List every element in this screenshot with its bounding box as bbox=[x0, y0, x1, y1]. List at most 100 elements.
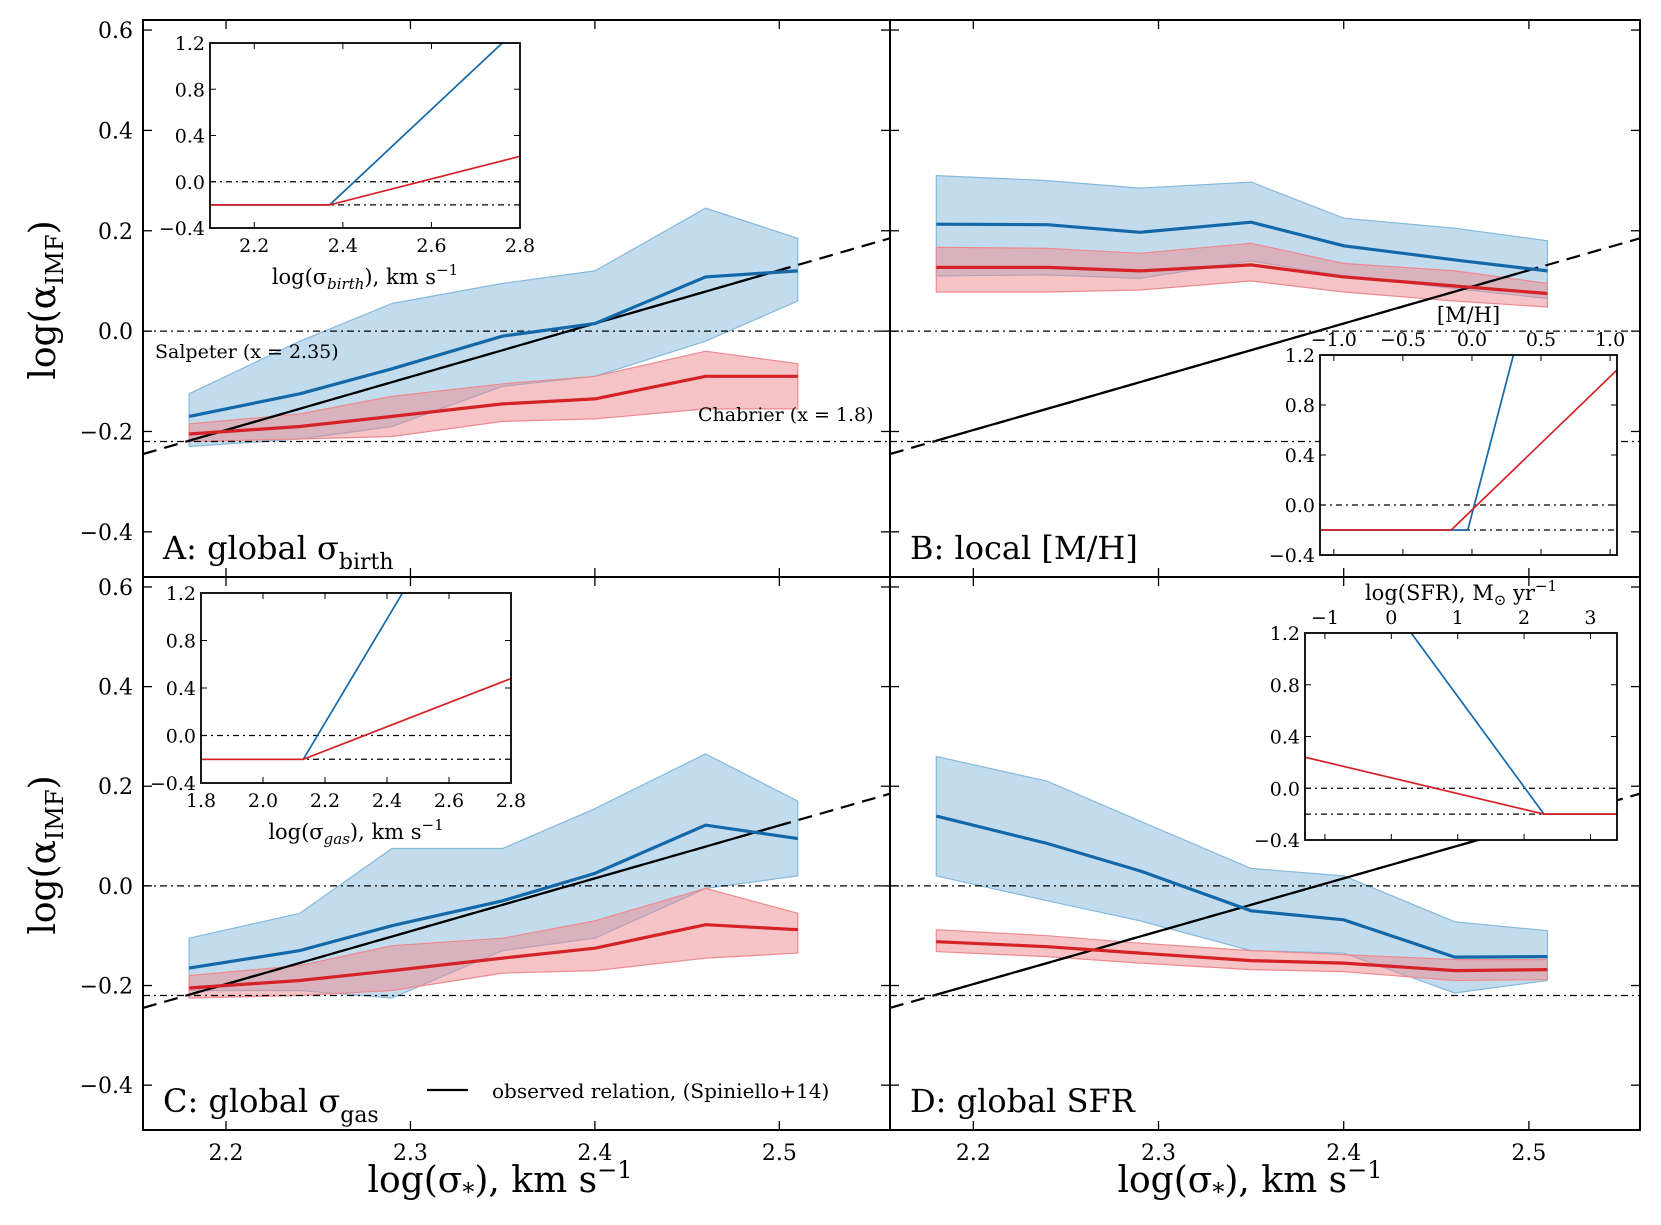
inset-y-tick-label: 0.4 bbox=[1285, 445, 1315, 467]
inset-x-tick-label: 2.8 bbox=[505, 235, 535, 257]
inset-y-tick-label: 1.2 bbox=[1270, 623, 1300, 645]
inset-x-tick-label: 0.5 bbox=[1526, 329, 1556, 351]
inset-x-tick-label: 0 bbox=[1385, 607, 1397, 629]
panel-a: −0.4 −0.2 0.0 0.2 0.4 0.6 A: global σbirth 2.2 2… bbox=[80, 19, 891, 578]
x-tick-label: 2.3 bbox=[1141, 1141, 1176, 1166]
inset-xlabel: log(SFR), M⊙ yr−1 bbox=[1365, 577, 1557, 609]
red-median-line bbox=[936, 263, 1548, 296]
y-tick-label: −0.2 bbox=[80, 975, 133, 1000]
inset-y-tick-label: −0.4 bbox=[1254, 830, 1300, 852]
x-tick-label: 2.5 bbox=[1511, 1141, 1546, 1166]
ylabel-top: log(αIMF) bbox=[23, 220, 69, 379]
observed-relation-solid bbox=[188, 266, 789, 442]
panel-label: A: global σbirth bbox=[162, 529, 394, 575]
x-tick-label: 2.5 bbox=[762, 1141, 797, 1166]
inset-x-tick-label: 2.2 bbox=[239, 235, 269, 257]
inset-y-tick-label: 0.4 bbox=[1270, 727, 1300, 749]
inset-plot-area bbox=[1305, 633, 1617, 815]
red-band bbox=[935, 242, 1548, 308]
inset-xlabel: [M/H] bbox=[1437, 303, 1500, 327]
y-tick-label: 0.0 bbox=[98, 875, 133, 900]
inset-red-line bbox=[210, 155, 520, 206]
inset-plot-area bbox=[201, 593, 511, 761]
inset-x-tick-label: 0.0 bbox=[1457, 329, 1487, 351]
ylabel-bottom: log(αIMF) bbox=[23, 775, 69, 934]
panel-d: 2.2 2.3 2.4 2.5 D: global SFR −1 0 1 2 3 −0.4 0.0 0.… bbox=[889, 576, 1641, 1166]
panel-b: B: local [M/H] −1.0 −0.5 0.0 0.5 1.0 −0.4 0.0 0.… bbox=[889, 19, 1641, 578]
inset-x-tick-label: 2.2 bbox=[310, 790, 340, 812]
inset-background bbox=[1320, 355, 1617, 555]
inset-y-tick-label: 0.8 bbox=[1270, 675, 1300, 697]
inset-x-tick-label: 2.6 bbox=[416, 235, 446, 257]
inset-y-tick-label: 1.2 bbox=[175, 33, 205, 55]
inset-y-tick-label: 0.0 bbox=[1270, 778, 1300, 800]
y-tick-label: −0.2 bbox=[80, 420, 133, 445]
inset-red-line bbox=[1320, 369, 1617, 531]
panel-label: D: global SFR bbox=[910, 1082, 1136, 1120]
inset-y-tick-label: −0.4 bbox=[1269, 545, 1315, 567]
x-tick-label: 2.3 bbox=[393, 1141, 428, 1166]
inset-x-tick-label: 1.0 bbox=[1595, 329, 1625, 351]
inset-x-tick-label: −1.0 bbox=[1311, 329, 1357, 351]
y-tick-label: −0.4 bbox=[80, 1074, 133, 1099]
red-median-line bbox=[188, 374, 798, 436]
inset-y-tick-label: 0.8 bbox=[166, 631, 196, 653]
inset-x-tick-label: 2.4 bbox=[328, 235, 358, 257]
inset-x-tick-label: 2.4 bbox=[372, 790, 402, 812]
inset-red-line bbox=[201, 677, 511, 761]
inset-y-tick-label: −0.4 bbox=[159, 218, 205, 240]
inset-y-tick-label: 0.4 bbox=[166, 678, 196, 700]
inset-y-tick-label: 0.4 bbox=[175, 126, 205, 148]
y-tick-label: 0.4 bbox=[98, 676, 133, 701]
x-tick-label: 2.4 bbox=[577, 1141, 612, 1166]
blue-band bbox=[935, 755, 1548, 994]
inset-y-tick-label: 0.0 bbox=[166, 726, 196, 748]
x-tick-label: 2.2 bbox=[209, 1141, 244, 1166]
x-tick-label: 2.4 bbox=[1326, 1141, 1361, 1166]
observed-relation-solid bbox=[935, 266, 1539, 442]
x-tick-label: 2.2 bbox=[956, 1141, 991, 1166]
inset-plot-area bbox=[210, 43, 520, 206]
panel-plot-area bbox=[143, 753, 890, 1009]
xlabel-right: log(σ*), km s−1 bbox=[1117, 1156, 1382, 1206]
blue-median-line bbox=[188, 269, 798, 418]
inset-x-tick-label: −0.5 bbox=[1380, 329, 1426, 351]
inset-x-tick-label: 2.6 bbox=[434, 790, 464, 812]
blue-median-line bbox=[188, 823, 799, 970]
y-tick-label: 0.6 bbox=[98, 19, 133, 44]
blue-median-line bbox=[936, 220, 1548, 273]
inset-y-tick-label: 0.8 bbox=[1285, 395, 1315, 417]
salpeter-label: Salpeter (x = 2.35) bbox=[155, 341, 339, 363]
panel-plot-area bbox=[890, 755, 1640, 1009]
inset-red-line bbox=[1305, 756, 1617, 815]
inset-y-tick-label: 1.2 bbox=[166, 583, 196, 605]
inset-xlabel: log(σgas), km s−1 bbox=[268, 816, 443, 848]
panel-c: 2.2 2.3 2.4 2.5 −0.4 −0.2 0.0 0.2 0.4 0.6 C: globa… bbox=[80, 576, 891, 1166]
y-tick-label: 0.0 bbox=[98, 320, 133, 345]
chabrier-label: Chabrier (x = 1.8) bbox=[698, 404, 874, 426]
inset-x-tick-label: 1.8 bbox=[186, 790, 216, 812]
inset-y-tick-label: 0.0 bbox=[175, 172, 205, 194]
inset-y-tick-label: 1.2 bbox=[1285, 345, 1315, 367]
red-band bbox=[188, 887, 799, 999]
red-band bbox=[188, 350, 799, 443]
red-median-line bbox=[188, 923, 798, 990]
inset-y-tick-label: 0.8 bbox=[175, 79, 205, 101]
panel-label: C: global σgas bbox=[163, 1082, 379, 1128]
y-tick-label: 0.2 bbox=[98, 775, 133, 800]
observed-relation-solid bbox=[188, 821, 789, 996]
panel-plot-area bbox=[143, 207, 890, 456]
inset-x-tick-label: 2.8 bbox=[496, 790, 526, 812]
inset-d: −1 0 1 2 3 −0.4 0.0 0.4 0.8 1.2 log(SFR), M⊙ yr−1 bbox=[1254, 577, 1618, 852]
inset-b: −1.0 −0.5 0.0 0.5 1.0 −0.4 0.0 0.4 0.8 1.2 [M/H] bbox=[1269, 303, 1625, 567]
inset-a: 2.2 2.4 2.6 2.8 −0.4 0.0 0.4 0.8 1.2 log(σbirth),… bbox=[159, 33, 535, 293]
inset-y-tick-label: −0.4 bbox=[150, 773, 196, 795]
inset-background bbox=[1305, 633, 1617, 840]
y-tick-label: 0.6 bbox=[98, 576, 133, 601]
legend-text: observed relation, (Spiniello+14) bbox=[492, 1079, 829, 1103]
inset-c: 1.8 2.0 2.2 2.4 2.6 2.8 −0.4 0.0 0.4 0.8 1.2 log(σg… bbox=[150, 583, 526, 848]
y-tick-label: 0.2 bbox=[98, 220, 133, 245]
inset-x-tick-label: −1 bbox=[1311, 607, 1339, 629]
